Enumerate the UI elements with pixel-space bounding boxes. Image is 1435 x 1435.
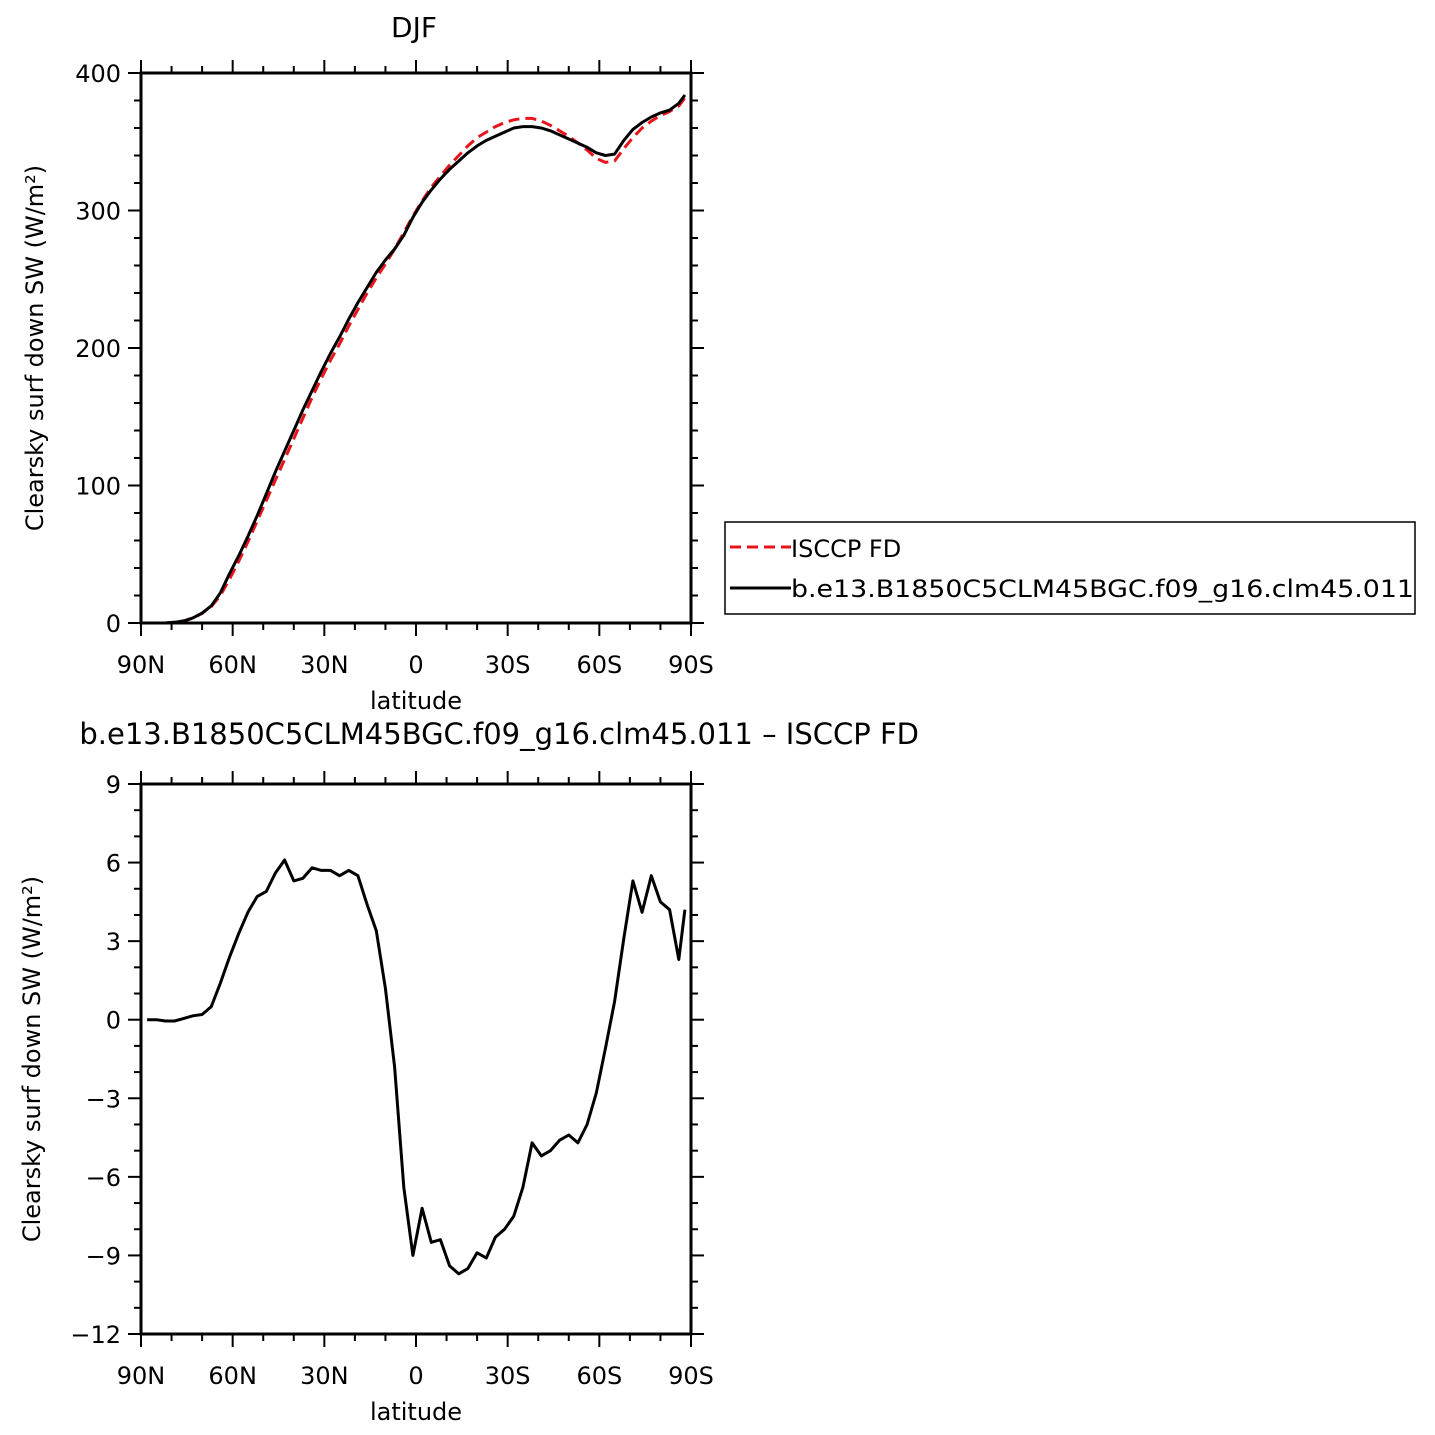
top-chart-title: DJF bbox=[391, 11, 437, 44]
y-tick-label: 100 bbox=[75, 473, 121, 501]
top-chart-tick-labels: 90N 60N 30N 0 30S 60S 90S 0 100 200 300 400 bbox=[75, 60, 714, 679]
difference-series-line bbox=[147, 858, 687, 1276]
x-tick-label: 0 bbox=[408, 1362, 423, 1390]
top-chart-y-axis-label: Clearsky surf down SW (W/m²) bbox=[21, 165, 49, 531]
bottom-chart-frame bbox=[139, 782, 693, 1336]
bottom-chart-ticks bbox=[128, 771, 704, 1347]
x-tick-label: 30S bbox=[485, 651, 531, 679]
x-tick-label: 60S bbox=[576, 1362, 622, 1390]
y-tick-label: −12 bbox=[70, 1321, 121, 1349]
x-tick-label: 90S bbox=[668, 651, 714, 679]
bottom-chart-x-axis-label: latitude bbox=[370, 1398, 462, 1426]
legend: ISCCP FD b.e13.B1850C5CLM45BGC.f09_g16.c… bbox=[724, 521, 1416, 615]
legend-box bbox=[724, 521, 1416, 615]
x-tick-label: 30N bbox=[300, 651, 349, 679]
y-tick-label: 200 bbox=[75, 335, 121, 363]
top-chart-series bbox=[147, 94, 687, 625]
b-e13-b1850c5clm45bgc-f09-g16-clm45-011-series-line bbox=[147, 94, 687, 625]
y-tick-label: 9 bbox=[106, 771, 121, 799]
bottom-chart: b.e13.B1850C5CLM45BGC.f09_g16.clm45.011 … bbox=[18, 717, 919, 1426]
x-tick-label: 30N bbox=[300, 1362, 349, 1390]
top-chart: DJF Clearsky surf down SW (W/m²) latitud… bbox=[21, 11, 714, 715]
top-chart-ticks bbox=[128, 60, 704, 636]
x-tick-label: 90N bbox=[117, 1362, 166, 1390]
x-tick-label: 90N bbox=[117, 651, 166, 679]
y-tick-label: −6 bbox=[86, 1164, 121, 1192]
y-tick-label: −3 bbox=[86, 1085, 121, 1113]
bottom-chart-y-axis-label: Clearsky surf down SW (W/m²) bbox=[18, 876, 46, 1242]
top-chart-x-axis-label: latitude bbox=[370, 687, 462, 715]
x-tick-label: 60S bbox=[576, 651, 622, 679]
isccp-fd-series-line bbox=[147, 96, 687, 625]
x-tick-label: 90S bbox=[668, 1362, 714, 1390]
legend-label-model: b.e13.B1850C5CLM45BGC.f09_g16.clm45.011 bbox=[791, 575, 1414, 603]
x-tick-label: 60N bbox=[208, 1362, 257, 1390]
y-tick-label: 6 bbox=[106, 850, 121, 878]
y-tick-label: 3 bbox=[106, 928, 121, 956]
bottom-chart-title: b.e13.B1850C5CLM45BGC.f09_g16.clm45.011 … bbox=[79, 717, 919, 751]
x-tick-label: 60N bbox=[208, 651, 257, 679]
y-tick-label: 300 bbox=[75, 198, 121, 226]
y-tick-label: −9 bbox=[86, 1242, 121, 1270]
bottom-chart-tick-labels: 90N 60N 30N 0 30S 60S 90S −12 −9 −6 −3 0 3 6 9 bbox=[70, 771, 714, 1390]
bottom-chart-series bbox=[147, 858, 687, 1276]
y-tick-label: 400 bbox=[75, 60, 121, 88]
legend-label-isccp-fd: ISCCP FD bbox=[791, 535, 901, 563]
x-tick-label: 0 bbox=[408, 651, 423, 679]
y-tick-label: 0 bbox=[106, 1007, 121, 1035]
x-tick-label: 30S bbox=[485, 1362, 531, 1390]
y-tick-label: 0 bbox=[106, 610, 121, 638]
top-chart-frame bbox=[139, 71, 693, 625]
